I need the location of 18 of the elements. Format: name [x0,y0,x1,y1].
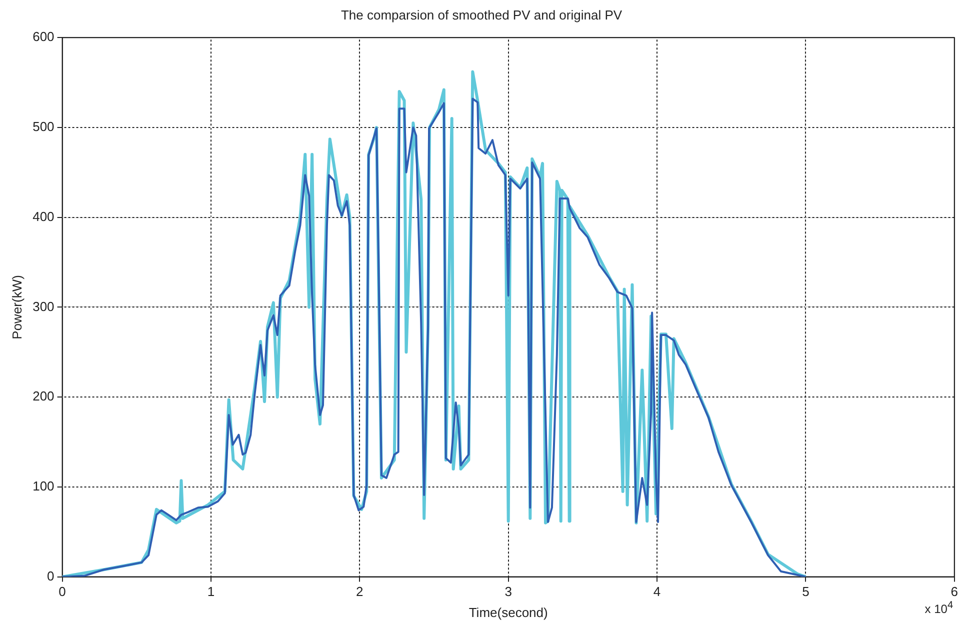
y-tick-label: 400 [32,208,54,224]
y-tick-label: 600 [32,29,54,44]
x-tick-label: 6 [950,584,958,600]
chart-title: The comparsion of smoothed PV and original PV [340,7,622,22]
x-tick-label: 2 [356,584,364,600]
y-tick-label: 300 [32,298,54,314]
text: x 10$^{4}$ [924,599,953,617]
y-tick-label: 0 [47,568,54,584]
y-axis-title: Power(kW) [9,275,24,340]
x-axis-title: Time(second) [468,604,548,620]
x-tick-label: 3 [504,584,512,600]
y-tick-label: 200 [32,388,54,404]
x-tick-label: 4 [653,584,661,600]
x-tick-label: 5 [802,584,810,600]
x-tick-label: 0 [58,584,66,600]
y-tick-label: 100 [32,478,54,494]
x-tick-label: 1 [207,584,215,600]
y-tick-label: 500 [32,119,54,134]
